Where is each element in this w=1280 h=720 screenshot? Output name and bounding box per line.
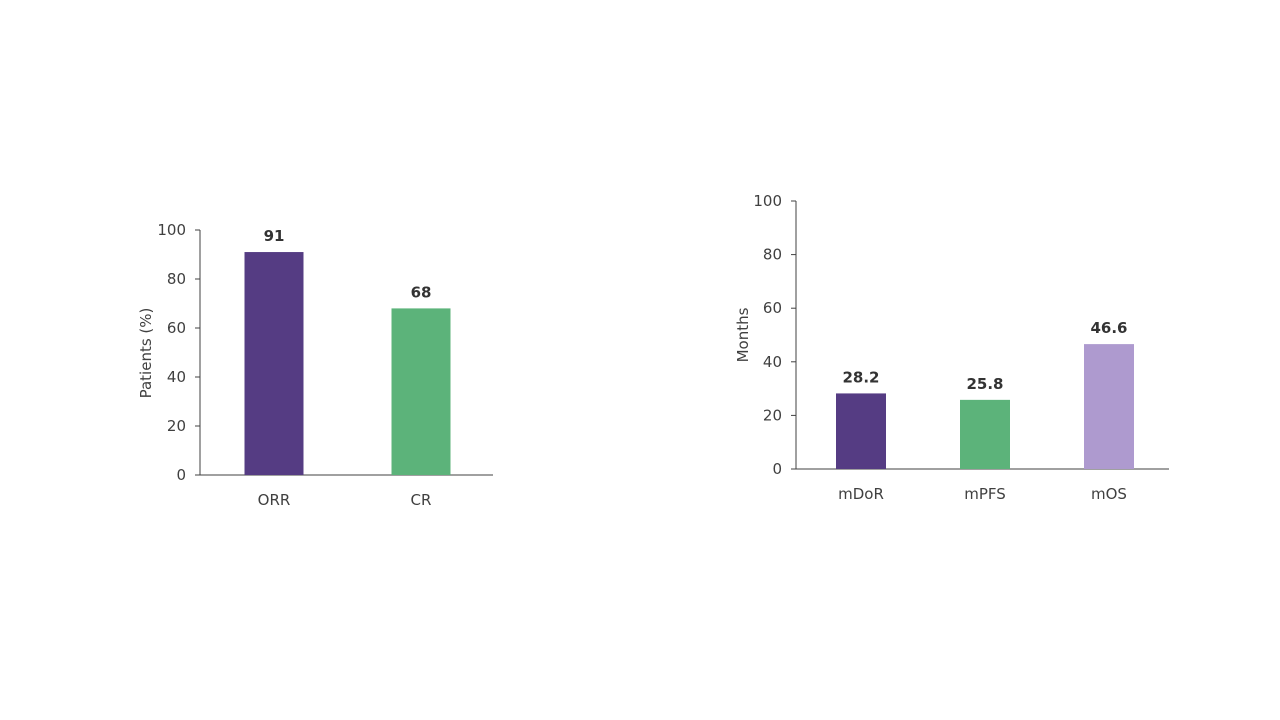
y-tick-label: 80 bbox=[763, 246, 782, 264]
x-category-label: mOS bbox=[1091, 485, 1127, 503]
y-tick-label: 80 bbox=[167, 270, 186, 288]
bar-cr bbox=[391, 308, 451, 475]
x-category-label: mDoR bbox=[838, 485, 884, 503]
bar-value-label: 25.8 bbox=[966, 375, 1003, 393]
y-axis-title: Patients (%) bbox=[137, 308, 155, 399]
bar-orr bbox=[244, 252, 304, 475]
y-tick-label: 20 bbox=[763, 406, 782, 424]
survival-months-chart: 0 20 40 60 80 100 Months 28.2 mDoR 25.8 mPFS 46.6 mO… bbox=[734, 192, 1169, 503]
bar-value-label: 68 bbox=[411, 283, 432, 301]
x-category-label: ORR bbox=[258, 491, 291, 509]
bar-value-label: 28.2 bbox=[842, 368, 879, 386]
y-tick-label: 0 bbox=[772, 460, 782, 478]
y-tick-label: 60 bbox=[167, 319, 186, 337]
bar-value-label: 46.6 bbox=[1090, 319, 1127, 337]
x-category-label: mPFS bbox=[964, 485, 1006, 503]
bar-mpfs bbox=[960, 399, 1010, 469]
y-tick-label: 100 bbox=[753, 192, 782, 210]
x-category-label: CR bbox=[411, 491, 432, 509]
y-tick-label: 40 bbox=[763, 353, 782, 371]
bar-value-label: 91 bbox=[264, 227, 285, 245]
bar-mdor bbox=[836, 393, 886, 469]
y-tick-label: 40 bbox=[167, 368, 186, 386]
y-axis-title: Months bbox=[734, 307, 752, 362]
y-tick-label: 60 bbox=[763, 299, 782, 317]
response-rate-chart: 0 20 40 60 80 100 Patients (%) 91 ORR 68 CR bbox=[137, 221, 493, 509]
y-tick-label: 20 bbox=[167, 417, 186, 435]
y-tick-label: 100 bbox=[157, 221, 186, 239]
bar-mos bbox=[1084, 344, 1134, 469]
y-tick-label: 0 bbox=[176, 466, 186, 484]
